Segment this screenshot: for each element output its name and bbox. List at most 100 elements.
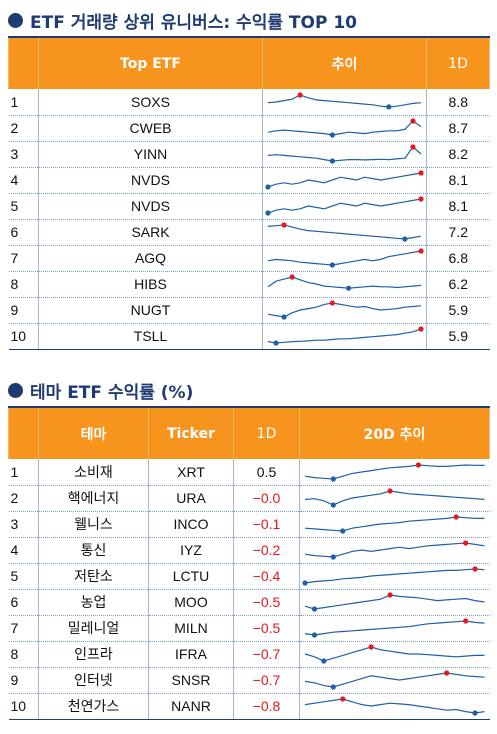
sparkline-min-marker	[386, 104, 392, 110]
one-day-cell: 8.1	[426, 167, 490, 194]
table-row: 3 웰니스 INCO −0.1	[8, 511, 490, 538]
table-row: 3 YINN 8.2	[8, 141, 490, 168]
ticker-cell: IFRA	[148, 641, 234, 668]
sparkline-max-marker	[418, 196, 424, 202]
trend-cell	[299, 667, 490, 694]
ticker-cell: YINN	[38, 141, 263, 168]
rank-cell: 7	[8, 245, 39, 272]
one-day-cell: −0.2	[233, 537, 300, 564]
sparkline	[304, 670, 485, 690]
one-day-cell: −0.7	[233, 667, 300, 694]
trend-cell	[262, 167, 427, 194]
sparkline	[304, 592, 485, 612]
theme-cell: 핵에너지	[38, 485, 149, 512]
sparkline-max-marker	[297, 92, 303, 98]
rank-cell: 3	[8, 141, 39, 168]
sparkline	[304, 540, 485, 560]
ticker-cell: CWEB	[38, 115, 263, 142]
rank-cell: 10	[8, 323, 39, 350]
sparkline-line	[267, 172, 422, 188]
one-day-cell: −0.5	[233, 615, 300, 642]
rank-cell: 2	[8, 485, 39, 512]
sparkline	[267, 274, 422, 291]
table-row: 10 천연가스 NANR −0.8	[8, 693, 490, 720]
ticker-cell: NUGT	[38, 297, 263, 324]
sparkline-max-marker	[387, 592, 393, 598]
sparkline-line	[267, 94, 422, 108]
sparkline-max-marker	[410, 118, 416, 124]
one-day-cell: 6.8	[426, 245, 490, 272]
sparkline	[267, 300, 422, 320]
one-day-cell: −0.1	[233, 511, 300, 538]
table-row: 9 NUGT 5.9	[8, 297, 490, 324]
ticker-cell: LCTU	[148, 563, 234, 590]
sparkline-min-marker	[311, 606, 318, 612]
header-theme: 테마	[38, 406, 149, 459]
sparkline-min-marker	[402, 236, 408, 242]
ticker-cell: NANR	[148, 693, 234, 720]
table-row: 10 TSLL 5.9	[8, 323, 490, 350]
rank-cell: 6	[8, 219, 39, 246]
theme-cell: 통신	[38, 537, 149, 564]
ticker-cell: AGQ	[38, 245, 263, 272]
sparkline-max-marker	[410, 144, 416, 150]
rank-cell: 6	[8, 589, 39, 616]
sparkline	[267, 248, 424, 268]
sparkline-min-marker	[330, 684, 336, 690]
sparkline-min-marker	[302, 580, 308, 586]
sparkline-max-marker	[387, 488, 393, 494]
one-day-cell: 8.7	[426, 115, 490, 142]
trend-cell	[299, 563, 490, 590]
sparkline	[265, 170, 424, 190]
header-top-etf: Top ETF	[38, 36, 263, 89]
sparkline-min-marker	[330, 476, 336, 482]
sparkline-max-marker	[289, 274, 295, 280]
table-row: 6 SARK 7.2	[8, 219, 490, 246]
sparkline-min-marker	[329, 132, 335, 138]
one-day-cell: 5.9	[426, 297, 490, 324]
rank-cell: 8	[8, 641, 39, 668]
bullet-icon	[8, 383, 23, 398]
header-trend: 추이	[262, 36, 427, 89]
theme-cell: 소비재	[38, 459, 149, 486]
ticker-cell: NVDS	[38, 193, 263, 220]
rank-cell: 3	[8, 511, 39, 538]
one-day-cell: 0.5	[233, 459, 300, 486]
table-row: 6 농업 MOO −0.5	[8, 589, 490, 616]
top-etf-table: Top ETF 추이 1D 1 SOXS 8.8 2 CWEB 8.7 3 YINN 8.2 4 N…	[8, 36, 490, 350]
sparkline-line	[267, 198, 422, 214]
table-row: 2 핵에너지 URA −0.0	[8, 485, 490, 512]
table-row: 4 통신 IYZ −0.2	[8, 537, 490, 564]
rank-cell: 8	[8, 271, 39, 298]
top-etf-header-row: Top ETF 추이 1D	[8, 36, 490, 89]
trend-cell	[262, 89, 427, 116]
sparkline	[267, 326, 424, 346]
trend-cell	[262, 219, 427, 246]
sparkline-max-marker	[329, 300, 335, 306]
one-day-cell: −0.7	[233, 641, 300, 668]
one-day-cell: −0.0	[233, 485, 300, 512]
ticker-cell: URA	[148, 485, 234, 512]
rank-cell: 7	[8, 615, 39, 642]
ticker-cell: IYZ	[148, 537, 234, 564]
rank-cell: 4	[8, 537, 39, 564]
sparkline	[265, 196, 424, 216]
sparkline-line	[304, 620, 485, 636]
theme-cell: 인터넷	[38, 667, 149, 694]
sparkline	[304, 488, 485, 508]
theme-etf-table: 테마 Ticker 1D 20D 추이 1 소비재 XRT 0.5 2 핵에너지 URA −0…	[8, 406, 490, 720]
rank-cell: 5	[8, 563, 39, 590]
sparkline-max-marker	[463, 540, 469, 546]
trend-cell	[262, 271, 427, 298]
sparkline-min-marker	[311, 632, 318, 638]
rank-cell: 9	[8, 667, 39, 694]
theme-cell: 농업	[38, 589, 149, 616]
theme-cell: 천연가스	[38, 693, 149, 720]
trend-cell	[262, 193, 427, 220]
bullet-icon	[8, 13, 23, 28]
sparkline-min-marker	[265, 184, 271, 190]
trend-cell	[299, 615, 490, 642]
sparkline-min-marker	[472, 710, 478, 716]
header-1d: 1D	[233, 406, 300, 459]
sparkline-min-marker	[273, 340, 279, 346]
